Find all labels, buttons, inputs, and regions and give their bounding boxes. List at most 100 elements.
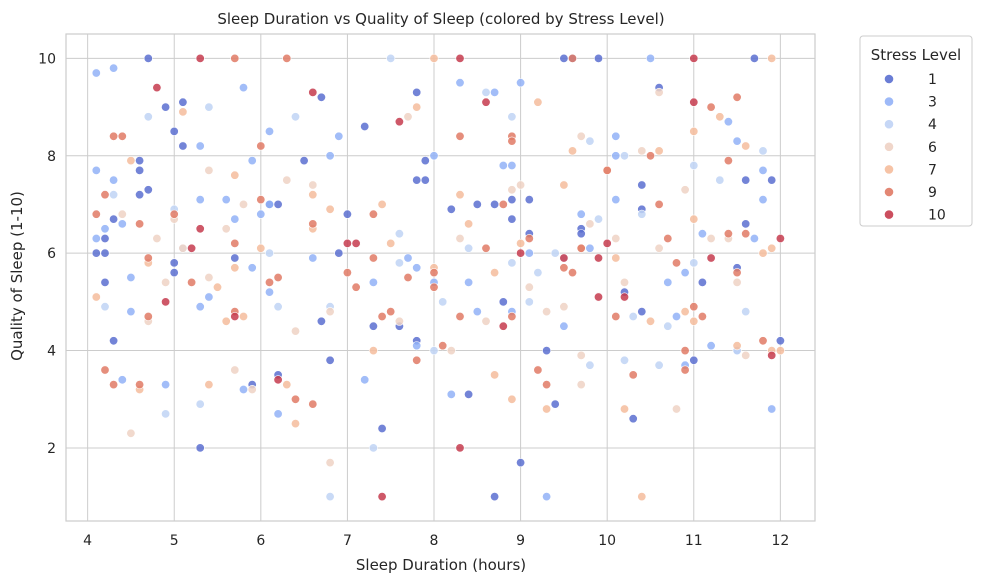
- data-point-stress-3: [230, 214, 240, 224]
- data-point-stress-9: [723, 229, 733, 239]
- y-tick-label: 4: [47, 344, 56, 360]
- data-point-stress-4: [161, 409, 171, 419]
- data-point-stress-1: [169, 258, 179, 268]
- data-point-stress-7: [91, 292, 101, 302]
- data-point-stress-1: [299, 156, 309, 166]
- data-point-stress-9: [117, 131, 127, 141]
- data-point-stress-3: [611, 131, 621, 141]
- data-point-stress-6: [576, 380, 586, 390]
- data-point-stress-1: [368, 321, 378, 331]
- y-tick-label: 2: [47, 441, 56, 457]
- data-point-stress-10: [377, 492, 387, 502]
- data-point-stress-6: [637, 146, 647, 156]
- data-point-stress-9: [706, 102, 716, 112]
- data-point-stress-1: [542, 346, 552, 356]
- data-point-stress-9: [455, 311, 465, 321]
- data-point-stress-7: [689, 126, 699, 136]
- data-point-stress-4: [264, 248, 274, 258]
- data-point-stress-9: [628, 370, 638, 380]
- legend-box: [859, 35, 973, 227]
- data-point-stress-9: [282, 53, 292, 63]
- data-point-stress-1: [689, 355, 699, 365]
- data-point-stress-1: [576, 229, 586, 239]
- data-point-stress-4: [628, 311, 638, 321]
- data-point-stress-3: [368, 277, 378, 287]
- data-point-stress-6: [325, 458, 335, 468]
- data-point-stress-10: [775, 234, 785, 244]
- data-point-stress-9: [429, 282, 439, 292]
- data-point-stress-4: [593, 214, 603, 224]
- data-point-stress-10: [619, 292, 629, 302]
- data-point-stress-7: [429, 53, 439, 63]
- data-point-stress-7: [654, 146, 664, 156]
- data-point-stress-7: [715, 112, 725, 122]
- data-point-stress-10: [161, 297, 171, 307]
- data-point-stress-9: [100, 190, 110, 200]
- data-point-stress-10: [481, 97, 491, 107]
- data-point-stress-4: [195, 399, 205, 409]
- legend-marker: [884, 164, 894, 175]
- data-point-stress-7: [490, 370, 500, 380]
- data-point-stress-4: [394, 258, 404, 268]
- data-point-stress-1: [135, 165, 145, 175]
- data-point-stress-7: [611, 253, 621, 263]
- data-point-stress-9: [143, 253, 153, 263]
- y-tick-labels: 2 4 6 8 10: [38, 51, 56, 457]
- data-point-stress-6: [516, 180, 526, 190]
- data-point-stress-1: [100, 248, 110, 258]
- data-point-stress-3: [446, 389, 456, 399]
- data-point-stress-1: [741, 219, 751, 229]
- data-point-stress-9: [542, 380, 552, 390]
- legend-marker: [884, 96, 894, 107]
- data-point-stress-10: [455, 53, 465, 63]
- data-point-stress-9: [654, 199, 664, 209]
- data-point-stress-4: [654, 360, 664, 370]
- data-point-stress-7: [767, 53, 777, 63]
- data-point-stress-9: [438, 341, 448, 351]
- data-point-stress-6: [524, 282, 534, 292]
- data-point-stress-7: [290, 419, 300, 429]
- data-point-stress-4: [715, 175, 725, 185]
- data-point-stress-6: [732, 277, 742, 287]
- data-point-stress-6: [239, 199, 249, 209]
- data-point-stress-10: [187, 243, 197, 253]
- data-point-stress-1: [550, 399, 560, 409]
- data-point-stress-7: [213, 282, 223, 292]
- data-point-stress-9: [351, 282, 361, 292]
- data-point-stress-1: [195, 443, 205, 453]
- data-point-stress-6: [507, 185, 517, 195]
- data-point-stress-4: [481, 87, 491, 97]
- legend-label: 6: [928, 140, 937, 156]
- data-point-stress-10: [351, 238, 361, 248]
- data-point-stress-3: [256, 209, 266, 219]
- data-point-stress-1: [490, 492, 500, 502]
- data-point-stress-3: [429, 151, 439, 161]
- data-point-stress-6: [671, 404, 681, 414]
- data-point-stress-4: [550, 248, 560, 258]
- data-point-stress-3: [273, 409, 283, 419]
- data-point-stress-1: [91, 248, 101, 258]
- x-tick-label: 8: [430, 533, 439, 549]
- data-point-stress-3: [542, 492, 552, 502]
- data-point-stress-3: [247, 156, 257, 166]
- legend-label: 4: [928, 117, 937, 133]
- data-point-stress-9: [507, 311, 517, 321]
- grid: [66, 34, 815, 521]
- data-point-stress-10: [516, 248, 526, 258]
- data-point-stress-7: [386, 238, 396, 248]
- legend: Stress Level 1 3 4 6 7 9 10: [859, 35, 973, 227]
- data-point-stress-9: [671, 258, 681, 268]
- data-point-stress-6: [455, 234, 465, 244]
- data-point-stress-9: [507, 136, 517, 146]
- data-point-stress-4: [585, 360, 595, 370]
- data-point-stress-3: [126, 307, 136, 317]
- data-point-stress-4: [325, 492, 335, 502]
- data-point-stress-10: [308, 87, 318, 97]
- data-point-stress-1: [143, 53, 153, 63]
- data-point-stress-9: [533, 365, 543, 375]
- data-point-stress-6: [576, 350, 586, 360]
- data-point-stress-9: [342, 268, 352, 278]
- data-point-stress-3: [308, 253, 318, 263]
- data-point-stress-7: [455, 190, 465, 200]
- data-point-stress-3: [109, 175, 119, 185]
